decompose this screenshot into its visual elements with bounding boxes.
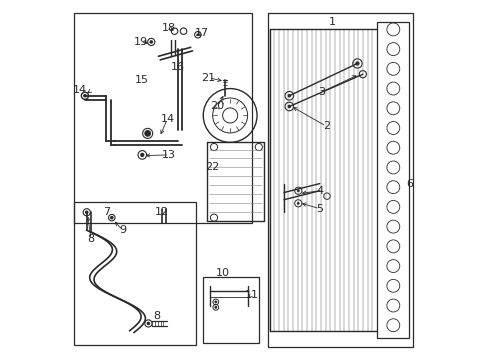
Text: 8: 8 — [153, 311, 160, 321]
Text: 14: 14 — [73, 85, 87, 95]
Circle shape — [85, 211, 88, 214]
Bar — [74, 13, 251, 223]
Text: 13: 13 — [162, 150, 176, 160]
Text: 14: 14 — [160, 114, 174, 124]
Text: 9: 9 — [119, 225, 126, 235]
Text: 4: 4 — [316, 186, 323, 196]
Text: 7: 7 — [102, 207, 110, 217]
Circle shape — [149, 40, 153, 44]
Text: 1: 1 — [328, 17, 335, 27]
Circle shape — [196, 33, 199, 36]
Text: 17: 17 — [194, 28, 208, 38]
Text: 8: 8 — [87, 234, 94, 244]
Circle shape — [214, 306, 217, 309]
Circle shape — [214, 301, 217, 303]
Text: 10: 10 — [216, 268, 229, 278]
Text: 11: 11 — [244, 290, 258, 300]
Bar — [203, 277, 258, 343]
Text: 5: 5 — [316, 204, 323, 214]
Text: 18: 18 — [162, 23, 176, 33]
Bar — [267, 13, 412, 347]
Bar — [74, 202, 196, 345]
Circle shape — [83, 94, 86, 98]
Circle shape — [110, 216, 113, 220]
Circle shape — [287, 94, 290, 98]
Circle shape — [296, 202, 299, 205]
Text: 21: 21 — [201, 73, 215, 83]
Text: 22: 22 — [204, 162, 219, 172]
Circle shape — [146, 321, 150, 325]
Circle shape — [355, 61, 359, 66]
Circle shape — [287, 105, 290, 108]
Text: 16: 16 — [171, 62, 185, 72]
Circle shape — [144, 131, 150, 136]
Text: 20: 20 — [210, 102, 224, 112]
Text: 12: 12 — [155, 207, 169, 217]
Circle shape — [140, 153, 144, 157]
Text: 2: 2 — [322, 121, 329, 131]
Text: 15: 15 — [135, 75, 149, 85]
Text: 19: 19 — [133, 37, 147, 47]
Bar — [376, 22, 408, 338]
Text: 3: 3 — [318, 87, 325, 97]
Text: 6: 6 — [405, 179, 412, 189]
Circle shape — [296, 189, 299, 192]
